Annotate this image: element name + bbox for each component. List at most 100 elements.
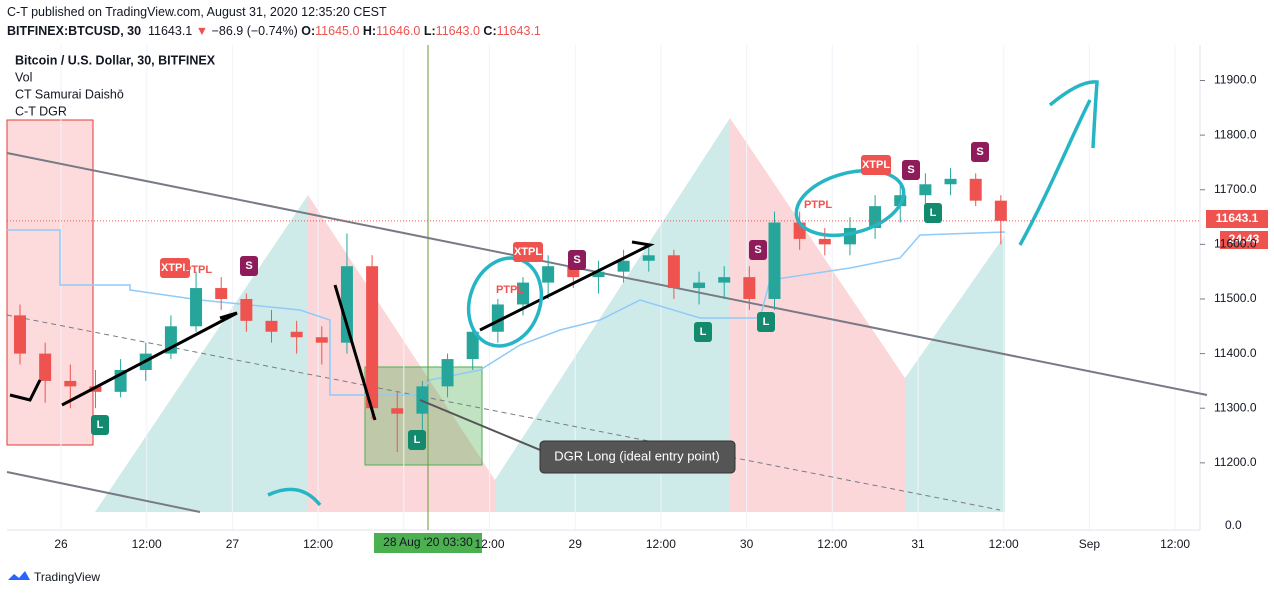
candle-body [567,266,580,278]
doodles [9,240,655,421]
annotation: DGR Long (ideal entry point) [554,448,719,463]
x-tick-label: 31 [911,537,925,551]
candle-body [215,288,228,299]
signal-label: S [976,146,983,158]
signal-badge [568,250,586,270]
x-tick-label: 12:00 [817,537,847,551]
doodle [333,284,377,421]
signal-label: L [763,316,770,328]
candle-body [693,282,706,289]
candle-body [466,331,479,360]
x-tick-label: 12:00 [1160,537,1190,551]
candle-body [265,320,278,332]
x-tick-label: 12:00 [646,537,676,551]
signal-label: S [907,164,914,176]
signal-label: PTPL [184,264,212,276]
trend-line [6,152,1208,396]
signal-badge [924,203,942,223]
legend-item: C-T DGR [15,104,67,118]
dashed-line [6,314,1001,511]
signal-badge [160,258,190,278]
candle-body [894,195,907,207]
header: C-T published on TradingView.com, August… [7,3,541,41]
y-tick-label: 11900.0 [1214,73,1257,87]
signal-badge [757,312,775,332]
zone [495,118,730,512]
candle-body [718,277,731,283]
candle-body [743,277,756,299]
x-tick-label: 12:00 [989,537,1019,551]
x-tick-label: 27 [226,537,240,551]
x-tick-label: 12:00 [132,537,162,551]
o: 11645.0 [315,24,360,38]
signal-label: L [930,207,937,219]
signal-badge [240,256,258,276]
last: 11643.1 [148,24,193,38]
candle-body [994,200,1007,221]
y-tick-label: 11400.0 [1214,346,1257,360]
x-tick-label: 29 [569,537,583,551]
doodle [61,311,238,407]
doodle [9,379,42,402]
candle-body [391,408,404,414]
signal-label: S [754,244,761,256]
annotation-connector [419,399,546,453]
last-price-label: 11643.1 [1216,211,1259,225]
candle-body [944,178,957,185]
countdown-box [1220,231,1268,249]
signal-label: XTPL [862,159,890,171]
signal-badge [902,160,920,180]
y-tick-label: 11300.0 [1214,400,1257,414]
candle-body [969,178,982,201]
o-label: O: [301,24,316,38]
signal-label: L [700,326,707,338]
cursor-label: 28 Aug '20 03:30 [383,535,473,549]
c-label: C: [483,24,497,38]
symbol: BITFINEX:BTCUSD, 30 [7,24,142,38]
zone [905,235,1005,512]
signal-badge [971,142,989,162]
zone [308,195,495,512]
signal-badge [91,415,109,435]
x-tick-label: 12:00 [474,537,504,551]
legend-item: Bitcoin / U.S. Dollar, 30, BITFINEX [15,53,216,67]
candle-body [592,271,605,278]
candle-body [366,266,379,409]
signal-label: S [573,254,580,266]
x-tick-label: 30 [740,537,754,551]
y-tick-label: 11600.0 [1214,237,1257,251]
candle-body [441,359,454,387]
candle-body [340,266,353,343]
circle [794,168,906,238]
h-label: H: [362,24,377,38]
candle-body [14,315,26,354]
legend-item: CT Samurai Daishō [15,87,124,101]
trend-line [6,471,201,513]
legend: Bitcoin / U.S. Dollar, 30, BITFINEX Vol CT… [15,53,216,118]
legend-item: Vol [15,70,32,84]
x-tick-label: Sep [1079,537,1101,551]
h: 11646.0 [376,24,421,38]
candle-body [240,298,253,321]
arc [267,487,322,507]
arrow [1018,80,1099,246]
x-tick-label: 26 [54,537,68,551]
volume-tick: 0.0 [1225,518,1242,532]
l: 11643.0 [435,24,480,38]
logo [8,571,30,580]
cursor-box [374,533,482,553]
candle-body [617,260,630,272]
arrow: ▼ [195,24,209,38]
signal-label: L [414,434,421,446]
candle-body [517,282,529,305]
candle-body [190,288,203,327]
signal-badge [513,242,543,262]
zone [730,118,905,512]
doodle [479,240,655,332]
band-line [7,229,1006,396]
candle-body [768,222,781,299]
signal-badge [861,155,891,175]
signal-label: XTPL [161,262,189,274]
